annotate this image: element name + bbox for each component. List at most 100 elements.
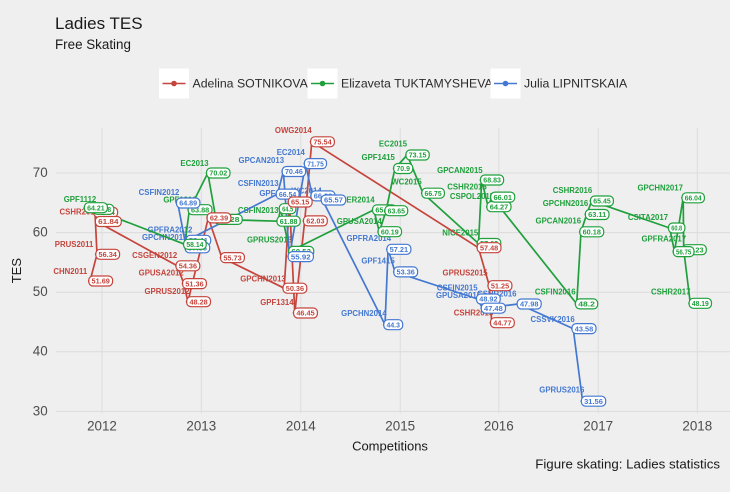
svg-text:66.04: 66.04 bbox=[685, 194, 703, 203]
svg-text:48.2: 48.2 bbox=[578, 300, 595, 309]
svg-text:Julia LIPNITSKAIA: Julia LIPNITSKAIA bbox=[524, 76, 628, 90]
svg-text:GPFRA2017: GPFRA2017 bbox=[641, 235, 686, 244]
svg-text:2017: 2017 bbox=[583, 418, 613, 433]
svg-text:40: 40 bbox=[33, 344, 48, 359]
svg-text:64.27: 64.27 bbox=[490, 202, 509, 211]
svg-text:GPF1112: GPF1112 bbox=[64, 195, 97, 204]
svg-text:Adelina SOTNIKOVA: Adelina SOTNIKOVA bbox=[193, 76, 309, 90]
svg-text:65.57: 65.57 bbox=[324, 196, 343, 205]
svg-text:GPF1415: GPF1415 bbox=[361, 257, 395, 266]
svg-text:GPRUS2015: GPRUS2015 bbox=[443, 269, 489, 278]
svg-text:60.19: 60.19 bbox=[381, 227, 399, 236]
svg-text:GPCHN2014: GPCHN2014 bbox=[341, 309, 387, 318]
svg-text:GPCAN2016: GPCAN2016 bbox=[536, 217, 582, 226]
svg-text:CSFIN2015: CSFIN2015 bbox=[437, 284, 478, 293]
svg-text:63.88: 63.88 bbox=[191, 205, 209, 214]
svg-text:OWG2014: OWG2014 bbox=[275, 126, 312, 135]
svg-text:65.15: 65.15 bbox=[291, 198, 309, 207]
svg-text:44.3: 44.3 bbox=[387, 320, 400, 329]
svg-text:31.56: 31.56 bbox=[584, 397, 603, 406]
svg-text:Free Skating: Free Skating bbox=[55, 37, 131, 52]
svg-text:50: 50 bbox=[33, 284, 48, 299]
svg-text:53.36: 53.36 bbox=[397, 268, 415, 277]
svg-text:GPFRA2014: GPFRA2014 bbox=[346, 234, 391, 243]
svg-text:66.01: 66.01 bbox=[493, 193, 512, 202]
svg-text:CSFIN2016: CSFIN2016 bbox=[535, 288, 576, 297]
svg-text:55.92: 55.92 bbox=[291, 252, 311, 261]
svg-text:TES: TES bbox=[9, 258, 24, 284]
svg-text:GPF1314: GPF1314 bbox=[260, 298, 294, 307]
svg-text:71.75: 71.75 bbox=[307, 159, 324, 168]
svg-text:WC2015: WC2015 bbox=[391, 178, 422, 187]
svg-text:CHN2011: CHN2011 bbox=[53, 267, 87, 276]
svg-text:62.03: 62.03 bbox=[306, 217, 324, 226]
svg-text:PRUS2011: PRUS2011 bbox=[55, 240, 94, 249]
svg-text:47.98: 47.98 bbox=[520, 300, 539, 309]
svg-text:CSITA2017: CSITA2017 bbox=[628, 213, 668, 222]
svg-text:GPRUS2016: GPRUS2016 bbox=[539, 386, 585, 395]
svg-text:2013: 2013 bbox=[186, 418, 216, 433]
svg-text:CSFIN2013: CSFIN2013 bbox=[238, 179, 279, 188]
svg-text:48.92: 48.92 bbox=[479, 295, 497, 304]
svg-text:CSHR2015: CSHR2015 bbox=[447, 182, 487, 191]
svg-text:CSHR2016: CSHR2016 bbox=[553, 186, 593, 195]
svg-text:30: 30 bbox=[33, 403, 48, 418]
svg-text:CSGEN2012: CSGEN2012 bbox=[132, 251, 178, 260]
svg-text:GPFRA2012: GPFRA2012 bbox=[148, 225, 193, 234]
svg-text:66.75: 66.75 bbox=[425, 189, 442, 198]
svg-text:63.11: 63.11 bbox=[588, 210, 606, 219]
svg-text:57.21: 57.21 bbox=[390, 245, 409, 254]
svg-text:51.36: 51.36 bbox=[185, 279, 203, 288]
svg-text:GPCAN2015: GPCAN2015 bbox=[437, 166, 483, 175]
svg-text:GPUSA2012: GPUSA2012 bbox=[139, 269, 185, 278]
svg-text:70.02: 70.02 bbox=[209, 169, 227, 178]
svg-text:64.89: 64.89 bbox=[179, 199, 197, 208]
svg-text:46.45: 46.45 bbox=[296, 309, 314, 318]
svg-text:64.5: 64.5 bbox=[282, 204, 293, 213]
svg-text:CSFIN2013: CSFIN2013 bbox=[238, 206, 279, 215]
svg-text:56.75: 56.75 bbox=[676, 247, 691, 256]
svg-text:57.48: 57.48 bbox=[480, 243, 498, 252]
svg-text:51.25: 51.25 bbox=[491, 281, 509, 290]
svg-text:Figure skating: Ladies statist: Figure skating: Ladies statistics bbox=[535, 457, 720, 472]
svg-text:GPUSA2014: GPUSA2014 bbox=[337, 217, 383, 226]
svg-text:GPCAN2013: GPCAN2013 bbox=[239, 156, 285, 165]
svg-text:CSHR2017: CSHR2017 bbox=[651, 287, 690, 296]
svg-text:51.69: 51.69 bbox=[92, 277, 110, 286]
svg-text:2016: 2016 bbox=[484, 418, 514, 433]
svg-text:GPUSA2015: GPUSA2015 bbox=[436, 291, 482, 300]
svg-text:44.77: 44.77 bbox=[493, 318, 511, 327]
svg-text:55.73: 55.73 bbox=[223, 253, 241, 262]
svg-text:CSPOL2015: CSPOL2015 bbox=[450, 192, 495, 201]
svg-text:GPCHN2017: GPCHN2017 bbox=[637, 184, 683, 193]
svg-text:70.46: 70.46 bbox=[285, 167, 303, 176]
svg-text:GPRUS2012: GPRUS2012 bbox=[144, 287, 190, 296]
svg-text:54.36: 54.36 bbox=[179, 262, 197, 271]
svg-text:EC2014: EC2014 bbox=[277, 148, 306, 157]
svg-text:48.28: 48.28 bbox=[189, 297, 207, 306]
svg-text:EC2013: EC2013 bbox=[180, 159, 209, 168]
svg-text:60: 60 bbox=[33, 225, 48, 240]
svg-text:Ladies TES: Ladies TES bbox=[55, 14, 143, 33]
svg-text:58.14: 58.14 bbox=[186, 240, 204, 249]
svg-text:56.34: 56.34 bbox=[99, 250, 118, 259]
svg-text:75.54: 75.54 bbox=[313, 138, 332, 147]
svg-text:47.48: 47.48 bbox=[484, 304, 503, 313]
svg-text:GPCHN2016: GPCHN2016 bbox=[543, 199, 589, 208]
svg-text:50.36: 50.36 bbox=[286, 284, 304, 293]
svg-text:68.83: 68.83 bbox=[483, 176, 501, 185]
svg-text:63.65: 63.65 bbox=[388, 206, 405, 215]
svg-text:66.54: 66.54 bbox=[279, 190, 297, 199]
svg-text:CSFIN2012: CSFIN2012 bbox=[139, 188, 180, 197]
svg-text:2015: 2015 bbox=[385, 418, 415, 433]
svg-text:2012: 2012 bbox=[87, 418, 117, 433]
svg-text:70: 70 bbox=[33, 165, 48, 180]
svg-text:ER2014: ER2014 bbox=[346, 195, 375, 204]
svg-text:64.21: 64.21 bbox=[87, 203, 105, 212]
svg-text:CSHR2015: CSHR2015 bbox=[454, 308, 494, 317]
svg-text:43.58: 43.58 bbox=[575, 324, 594, 333]
svg-text:62.39: 62.39 bbox=[210, 214, 228, 223]
svg-text:65.45: 65.45 bbox=[593, 197, 610, 206]
svg-text:GPRUS2013: GPRUS2013 bbox=[247, 235, 293, 244]
svg-text:CSHR2011: CSHR2011 bbox=[59, 208, 99, 217]
